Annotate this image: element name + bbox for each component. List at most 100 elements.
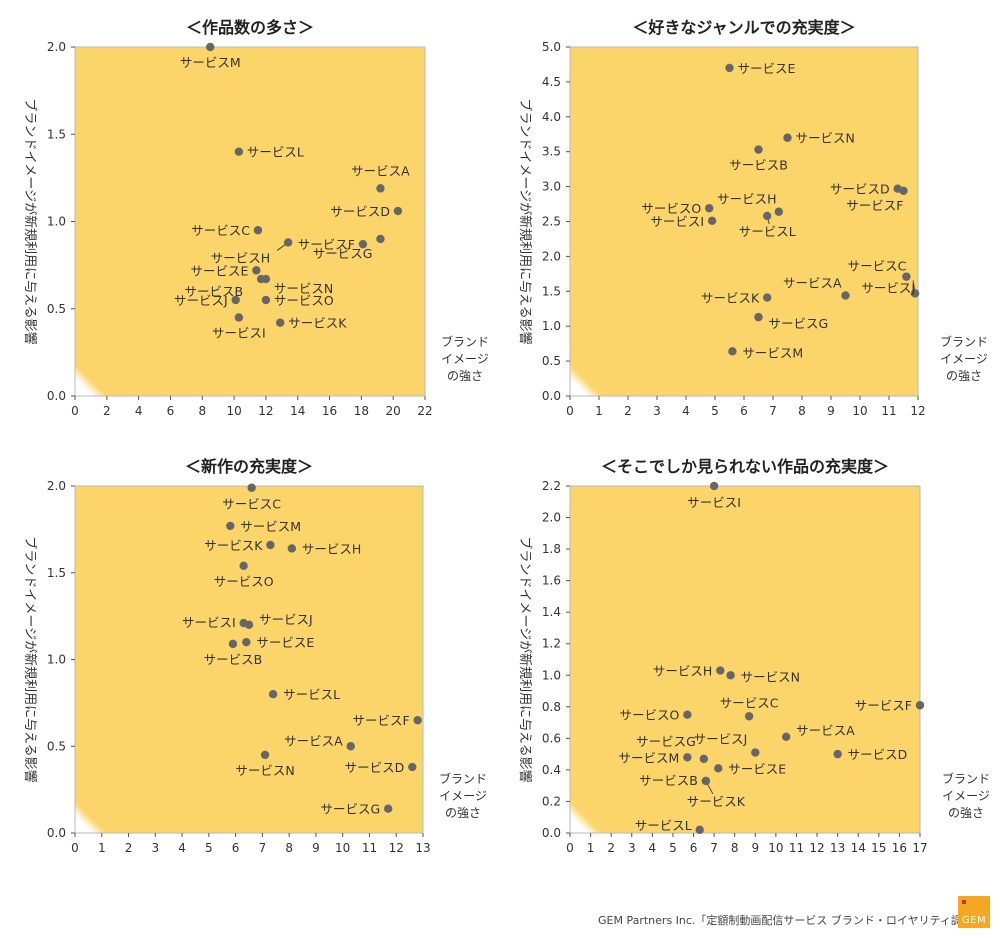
- data-point: [252, 266, 261, 275]
- point-label: サービスN: [796, 131, 855, 146]
- data-point: [206, 42, 215, 52]
- data-point: [260, 750, 270, 760]
- data-point: [714, 764, 723, 773]
- y-tick-label: 4.5: [542, 75, 561, 89]
- point-label: サービスC: [720, 695, 779, 710]
- data-point: [744, 712, 754, 721]
- y-tick-label: 0.5: [47, 739, 66, 753]
- x-tick-label: 5: [669, 841, 677, 855]
- data-point: [244, 620, 254, 629]
- logo-text: GEM: [961, 915, 987, 926]
- data-point: [725, 63, 734, 73]
- x-tick-label: 3: [653, 404, 661, 418]
- x-tick-label: 5: [711, 404, 719, 418]
- data-point: [833, 749, 842, 759]
- plot-background: [570, 486, 920, 833]
- data-point: [728, 347, 737, 356]
- y-tick-label: 0.2: [542, 794, 561, 808]
- point-label: サービスB: [729, 158, 788, 173]
- logo-mark-icon: [962, 900, 966, 904]
- point-label: サービスL: [635, 818, 692, 833]
- point-label: サービスA: [351, 163, 410, 178]
- point-label: サービスL: [247, 145, 304, 160]
- x-tick-label: 7: [710, 841, 718, 855]
- point-label: サービスA: [783, 275, 842, 290]
- point-label: サービスB: [204, 652, 263, 667]
- y-tick-label: 1.2: [542, 637, 561, 651]
- x-tick-label: 14: [851, 841, 866, 855]
- point-label: サービスC: [848, 259, 907, 274]
- point-label: サービスJ: [174, 293, 228, 308]
- x-tick-label: 17: [912, 841, 927, 855]
- chart-title: ＜新作の充実度＞: [185, 457, 313, 476]
- x-axis-label: の強さ: [948, 806, 984, 820]
- x-tick-label: 16: [892, 841, 907, 855]
- x-tick-label: 15: [871, 841, 886, 855]
- point-label: サービスG: [769, 316, 829, 331]
- y-tick-label: 0.6: [542, 731, 561, 745]
- y-axis-label: ブランドイメージが新規利用に与える影響: [22, 536, 38, 782]
- point-label: サービスG: [636, 734, 696, 749]
- x-axis-label: ブランド: [441, 334, 489, 349]
- point-label: サービスC: [191, 223, 250, 238]
- x-tick-label: 20: [386, 404, 401, 418]
- y-tick-label: 1.0: [542, 668, 561, 682]
- data-point: [705, 204, 714, 213]
- x-axis-label: の強さ: [445, 806, 481, 820]
- x-tick-label: 0: [71, 841, 79, 855]
- y-tick-label: 1.0: [542, 319, 561, 333]
- data-point: [413, 716, 422, 725]
- x-tick-label: 12: [258, 404, 273, 418]
- x-tick-label: 13: [830, 841, 845, 855]
- x-tick-label: 7: [259, 841, 267, 855]
- y-tick-label: 2.2: [542, 479, 561, 493]
- data-point: [763, 211, 772, 221]
- data-point: [763, 293, 772, 302]
- point-label: サービスH: [211, 250, 270, 265]
- data-point: [226, 521, 235, 531]
- x-tick-label: 9: [751, 841, 759, 855]
- y-axis-label: ブランドイメージが新規利用に与える影響: [22, 98, 38, 344]
- x-tick-label: 4: [135, 404, 143, 418]
- x-tick-label: 6: [690, 841, 698, 855]
- source-footer: GEM Partners Inc.「定額制動画配信サービス ブランド・ロイヤリテ…: [598, 914, 984, 927]
- data-point: [228, 639, 238, 649]
- data-point: [699, 754, 709, 764]
- data-point: [695, 825, 704, 835]
- point-label: サービスM: [240, 519, 301, 534]
- chart-title: ＜作品数の多さ＞: [186, 18, 314, 37]
- data-point: [261, 274, 271, 284]
- y-axis-label: ブランドイメージが新規利用に与える影響: [517, 536, 533, 782]
- data-point: [234, 147, 244, 156]
- data-point: [716, 666, 725, 675]
- x-tick-label: 13: [415, 841, 430, 855]
- y-tick-label: 1.5: [542, 284, 561, 298]
- point-label: サービスK: [701, 291, 760, 306]
- data-point: [841, 291, 850, 300]
- x-tick-label: 9: [827, 404, 835, 418]
- point-label: サービスK: [687, 794, 746, 809]
- x-tick-label: 18: [354, 404, 369, 418]
- point-label: サービスO: [641, 201, 701, 216]
- point-label: サービスF: [352, 713, 409, 728]
- y-tick-label: 3.5: [542, 145, 561, 159]
- point-label: サービスN: [741, 669, 800, 684]
- point-label: サービスI: [212, 325, 266, 340]
- x-tick-label: 3: [628, 841, 636, 855]
- point-label: サービスK: [288, 316, 347, 331]
- point-label: サービスF: [298, 237, 355, 252]
- data-point: [754, 145, 763, 154]
- x-tick-label: 12: [910, 404, 925, 418]
- point-label: サービスB: [639, 773, 698, 788]
- point-label: サービスG: [313, 246, 373, 261]
- x-tick-label: 8: [798, 404, 806, 418]
- x-tick-label: 2: [607, 841, 615, 855]
- x-axis-label: イメージ: [439, 789, 487, 803]
- plot-frame: [569, 485, 921, 834]
- x-axis-label: イメージ: [940, 352, 988, 366]
- data-point: [783, 133, 792, 142]
- x-tick-label: 9: [312, 841, 320, 855]
- point-label: サービスI: [182, 615, 236, 630]
- x-tick-label: 7: [769, 404, 777, 418]
- y-tick-label: 2.5: [542, 215, 561, 229]
